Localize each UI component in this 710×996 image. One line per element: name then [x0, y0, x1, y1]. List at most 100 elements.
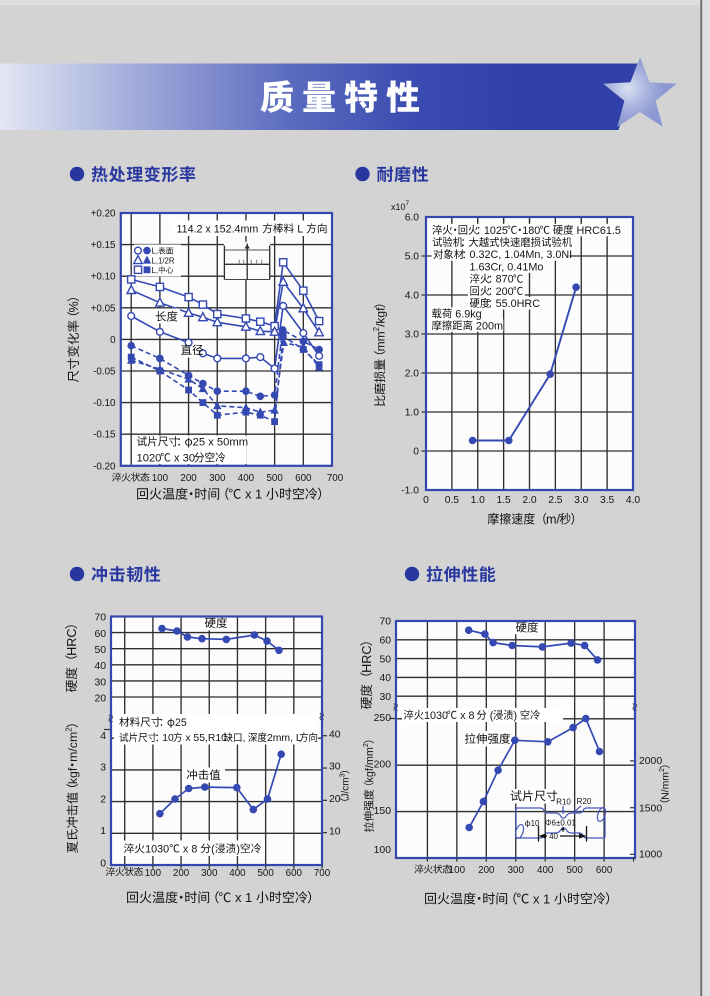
svg-text:%: %	[67, 301, 81, 312]
svg-text:4.0: 4.0	[626, 495, 641, 506]
svg-text:40: 40	[329, 729, 341, 740]
svg-text:): )	[236, 843, 240, 855]
svg-text:0.32C, 1.04Mn, 3.0NI: 0.32C, 1.04Mn, 3.0NI	[470, 249, 573, 261]
svg-text:600: 600	[295, 473, 312, 484]
svg-text:30: 30	[94, 677, 106, 688]
svg-text:x 55,R10: x 55,R10	[182, 733, 227, 744]
svg-text:1030: 1030	[145, 843, 169, 855]
svg-text:mm: mm	[373, 331, 387, 351]
svg-text:55.0HRC: 55.0HRC	[496, 298, 541, 310]
svg-text:3: 3	[339, 773, 346, 777]
svg-text:200: 200	[173, 868, 190, 879]
svg-text:kgf: kgf	[66, 767, 80, 784]
svg-text:1.63Cr, 0.41Mo: 1.63Cr, 0.41Mo	[470, 261, 544, 273]
svg-text:150: 150	[374, 806, 392, 817]
svg-text:L,1/2R: L,1/2R	[152, 256, 175, 265]
svg-text:870: 870	[496, 274, 514, 286]
svg-text:10: 10	[531, 819, 540, 828]
svg-text:400: 400	[229, 868, 246, 879]
svg-text:L,: L,	[152, 247, 159, 256]
svg-text:HRC61.5: HRC61.5	[574, 225, 621, 237]
svg-text:2: 2	[363, 743, 370, 747]
svg-text:1500: 1500	[639, 804, 662, 815]
svg-text:300: 300	[209, 473, 226, 484]
svg-text:0: 0	[100, 859, 106, 870]
svg-text:100: 100	[145, 868, 162, 879]
svg-text:400: 400	[537, 865, 554, 876]
svg-text:20: 20	[94, 693, 106, 704]
svg-text:2: 2	[372, 326, 381, 331]
svg-text:-0.20: -0.20	[93, 461, 116, 472]
svg-text:20: 20	[329, 794, 341, 805]
svg-text:x 8: x 8	[180, 843, 200, 855]
svg-text:2mm, L: 2mm, L	[267, 733, 302, 744]
svg-text:): )	[514, 710, 521, 722]
svg-text:10: 10	[329, 826, 341, 837]
svg-text:4: 4	[100, 731, 106, 742]
svg-text:180: 180	[522, 225, 540, 237]
svg-text:250: 250	[374, 713, 392, 724]
svg-text:70: 70	[94, 612, 106, 623]
svg-text:R20: R20	[577, 797, 592, 806]
svg-text:0: 0	[110, 335, 116, 346]
svg-text:/kgf: /kgf	[373, 307, 387, 327]
svg-text:100: 100	[152, 473, 169, 484]
svg-text:400: 400	[238, 473, 255, 484]
svg-text:114.2 x 152.4mm: 114.2 x 152.4mm	[177, 223, 262, 235]
svg-text:(: (	[487, 710, 494, 722]
svg-text:6±0.01: 6±0.01	[552, 818, 577, 827]
svg-text:7: 7	[406, 200, 410, 207]
svg-text:x 30: x 30	[171, 452, 195, 464]
svg-text:600: 600	[596, 865, 613, 876]
svg-text:50: 50	[94, 645, 106, 656]
svg-text:2: 2	[659, 768, 666, 772]
svg-text:3.0: 3.0	[574, 495, 589, 506]
svg-text:40: 40	[94, 661, 106, 672]
svg-text:1025: 1025	[484, 225, 508, 237]
svg-text:2.5: 2.5	[548, 495, 563, 506]
svg-text:J/cm: J/cm	[341, 777, 352, 798]
svg-text:30: 30	[379, 692, 391, 703]
svg-text:2: 2	[65, 727, 74, 732]
svg-text:-0.05: -0.05	[93, 366, 116, 377]
svg-text:-1.0: -1.0	[401, 486, 419, 497]
svg-text:10: 10	[162, 733, 174, 744]
svg-text:300: 300	[508, 865, 525, 876]
svg-text:-0.15: -0.15	[93, 430, 116, 441]
svg-text:+0.15: +0.15	[91, 240, 116, 251]
svg-text:(: (	[211, 843, 215, 855]
svg-text:30: 30	[329, 762, 341, 773]
svg-text:kgf/mm: kgf/mm	[364, 747, 376, 782]
svg-text:200: 200	[180, 473, 197, 484]
svg-text:N/mm: N/mm	[660, 772, 672, 800]
svg-text:1030: 1030	[424, 710, 448, 722]
svg-text:0: 0	[413, 447, 419, 458]
svg-text:200: 200	[478, 865, 495, 876]
svg-text:x 1: x 1	[231, 890, 256, 905]
svg-text:100: 100	[449, 865, 466, 876]
svg-text:25: 25	[175, 717, 187, 729]
svg-text:x 1: x 1	[529, 891, 554, 906]
svg-text:m/: m/	[546, 512, 560, 526]
svg-text:m/cm: m/cm	[66, 732, 80, 762]
svg-text:100: 100	[374, 845, 392, 856]
svg-text:700: 700	[314, 868, 331, 879]
svg-text:600: 600	[286, 868, 303, 879]
svg-text:200m: 200m	[473, 320, 503, 332]
svg-text:L,: L,	[152, 266, 159, 275]
svg-text:,: ,	[243, 733, 249, 744]
svg-text:60: 60	[94, 629, 106, 640]
svg-text:6.9kg: 6.9kg	[452, 308, 481, 320]
svg-text:5.0: 5.0	[405, 252, 420, 263]
svg-text:x 1: x 1	[241, 487, 266, 502]
svg-text:25 x 50mm: 25 x 50mm	[193, 436, 248, 448]
svg-text:40: 40	[379, 673, 391, 684]
svg-text:2.0: 2.0	[405, 369, 420, 380]
svg-text:500: 500	[257, 868, 274, 879]
svg-text:1.5: 1.5	[496, 495, 511, 506]
svg-text:2000: 2000	[639, 756, 662, 767]
svg-text:200: 200	[374, 759, 392, 770]
svg-text:HRC: HRC	[360, 646, 374, 673]
svg-text:x10: x10	[391, 202, 406, 212]
svg-text:70: 70	[379, 617, 391, 628]
